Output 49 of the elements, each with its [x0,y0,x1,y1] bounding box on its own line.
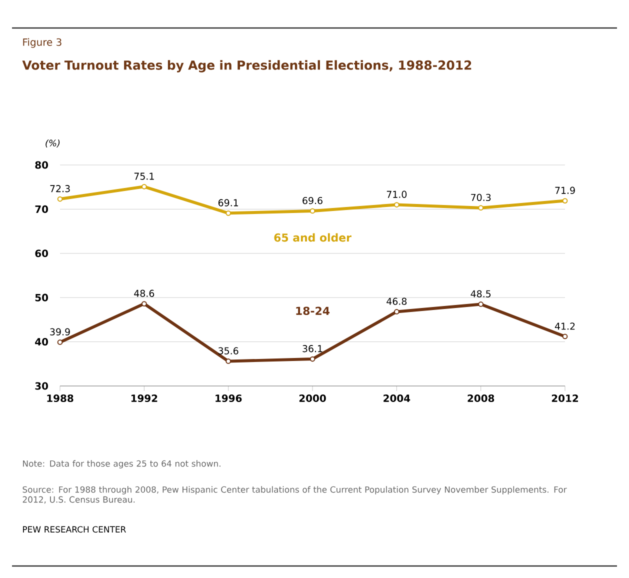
point [141,184,147,190]
caption: Figure 3 [23,38,62,48]
y-tick-label: 30 [35,382,48,390]
point [310,356,316,362]
data-label: 39.9 [50,328,70,336]
text: 18-24 [296,306,330,315]
data-label: 70.3 [471,194,491,202]
point [226,358,232,364]
data-label: 75.1 [134,172,154,180]
chart-title: Voter Turnout Rates by Age in Presidential Elections, 1988-2012 [22,60,472,72]
x-tick-label: 1996 [216,394,242,402]
data-label: 41.2 [554,322,575,330]
point [394,202,400,208]
point [562,198,568,204]
data-label: 71.0 [386,190,407,198]
source-note: Source: For 1988 through 2008, Pew Hispanic Center tabulations of the Current Population Survey November Supplements. For 2012, U.S. Census Bureau. [22,486,567,504]
series-label: 65 and older [274,233,352,242]
data-label: 48.5 [470,290,491,298]
point [141,301,147,306]
y-tick-label: 60 [35,250,48,258]
data-label: 35.6 [218,347,238,354]
text: PEW RESEARCH CENTER [23,526,126,533]
point [226,210,232,216]
y-tick-label: 70 [35,205,48,213]
point [478,205,484,211]
point [562,334,568,340]
y-tick-label: 40 [35,338,48,346]
point [310,208,316,214]
y-tick-label: 80 [35,161,48,169]
point [57,196,63,202]
data-label: 46.8 [386,298,407,305]
point [478,302,484,307]
x-tick-label: 2008 [468,394,494,402]
x-tick-label: 1992 [131,394,158,402]
data-label: 69.6 [302,196,322,204]
data-label: 69.1 [218,199,238,206]
x-tick-label: 1988 [47,394,74,402]
x-tick-label: 2000 [299,394,326,402]
data-label: 36.1 [302,345,322,352]
point [57,340,63,345]
data-label: 72.3 [50,185,70,192]
data-label: 71.9 [555,186,575,194]
data-label: 48.6 [134,290,154,297]
point [394,309,400,314]
x-tick-label: 2012 [552,394,578,402]
y-tick-label: 50 [35,294,48,302]
x-tick-label: 2004 [384,394,410,402]
text: Note: Data for those ages 25 to 64 not shown. [23,460,220,468]
y-axis-title: (%) [46,139,60,148]
